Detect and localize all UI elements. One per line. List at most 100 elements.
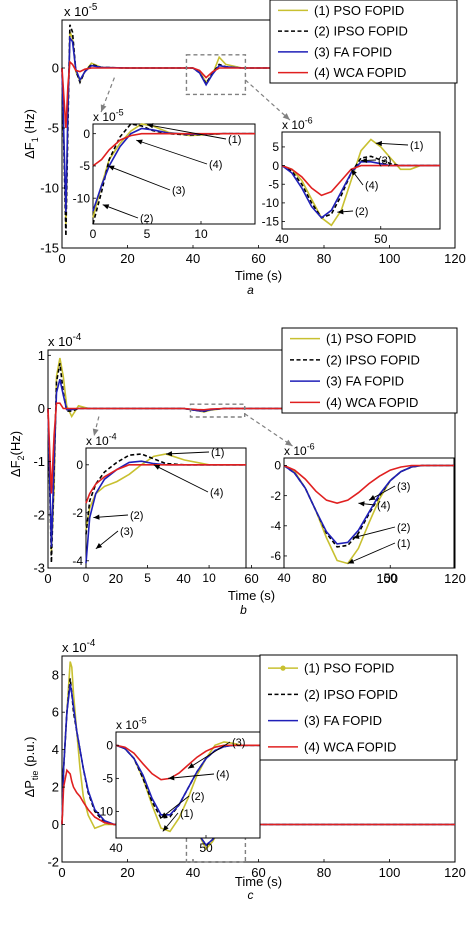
panel-a-inset-0-annotation-label: (2) — [140, 213, 153, 225]
panel-a-inset-0-xtick-label: 5 — [144, 227, 151, 241]
panel-c-legend-label-pso: (1) PSO FOPID — [304, 661, 394, 676]
panel-c-main-xtick-label: 0 — [58, 865, 65, 880]
panel-b-legend-box — [281, 327, 458, 414]
panel-b-inset-0-ytick-label: -4 — [72, 554, 83, 568]
panel-c-inset-0-annotation-arrow-head — [161, 812, 168, 819]
panel-a-inset-1-ytick-label: 5 — [272, 140, 279, 154]
panel-a-inset-1-xtick-label: 40 — [275, 232, 289, 246]
panel-b-inset-1-xtick-label: 50 — [384, 571, 398, 585]
panel-b-zoom-rect — [189, 403, 246, 418]
panel-b-caption: b — [240, 603, 247, 617]
panel-b-main-ytick-label: -2 — [33, 507, 45, 522]
panel-a-inset-0-series-wca-line — [92, 132, 255, 167]
panel-c-legend-marker — [280, 665, 286, 671]
panel-c-inset-0-annotation-arrow-line — [187, 741, 231, 769]
panel-a-inset-1-annotation-arrow-head — [361, 157, 368, 164]
panel-b-inset-0-exponent: x 10-4 — [86, 432, 117, 448]
panel-b-inset-1-series-wca-line — [283, 464, 454, 505]
panel-a-legend-label-fa: (3) FA FOPID — [314, 44, 392, 59]
panel-a-inset-1-series-wca-line — [281, 164, 440, 197]
panel-a-leader-arrowhead — [282, 113, 290, 120]
panel-c-main-ytick-label: 6 — [52, 705, 59, 720]
panel-b-inset-0-annotation-label: (3) — [120, 526, 133, 538]
panel-a-main-xtick-label: 60 — [251, 251, 265, 266]
panel-b-inset-1-annotation-arrow-head — [353, 533, 360, 539]
panel-b-inset-1-xtick-label: 40 — [277, 571, 291, 585]
panel-a-inset-1-ytick-label: 0 — [272, 159, 279, 173]
panel-a-zoom-rect — [185, 54, 247, 96]
panel-b-inset-0-annotation-arrow-head — [153, 464, 161, 470]
panel-b-leader-arrowhead — [92, 428, 99, 436]
panel-b-main-xtick-label: 100 — [376, 571, 398, 586]
panel-a-xlabel: Time (s) — [235, 268, 282, 283]
panel-c-legend-box — [259, 654, 458, 761]
panel-a-inset-0: 0 5 10-10-50x 10-5(1)(4)(3)(2) — [73, 108, 256, 241]
panel-b-inset-0-annotation-arrow-head — [95, 543, 103, 549]
panel-b-inset-1-annotation-arrow-line — [352, 526, 396, 539]
panel-c-inset-0-annotation-arrow-head — [162, 825, 169, 832]
panel-c-inset-0-xtick-label: 40 — [109, 841, 123, 855]
panel-a-inset-1-exponent: x 10-6 — [282, 116, 313, 132]
panel-b-inset-0: 0 5 10-4-20x 10-4(1)(4)(2)(3) — [72, 432, 247, 585]
panel-c-main-xtick-label: 20 — [120, 865, 134, 880]
panel-a-main-xtick-label: 120 — [444, 251, 466, 266]
panel-b-main-xtick-label: 40 — [176, 571, 190, 586]
panel-b-inset-0-annotation-arrow-line — [165, 451, 210, 455]
panel-a-inset-0-xtick-label: 10 — [194, 227, 208, 241]
panel-a-main-xtick-label: 100 — [379, 251, 401, 266]
panel-b-legend-label-wca: (4) WCA FOPID — [326, 395, 418, 410]
panel-c-legend-label-ipso: (2) IPSO FOPID — [304, 687, 398, 702]
panel-b-inset-0-annotation-label: (1) — [211, 447, 224, 459]
panel-b-inset-1-annotation-arrow-head — [347, 558, 355, 564]
panel-c-inset-0-annotation-arrow-head — [188, 763, 195, 769]
panel-a-inset-0-annotation-label: (1) — [228, 134, 241, 146]
panel-b-main-ytick-label: 0 — [38, 401, 45, 416]
panel-c-inset-0-ytick-label: -5 — [102, 772, 113, 786]
panel-a-inset-frame — [281, 131, 441, 230]
panel-b-main-exponent: x 10-4 — [48, 332, 82, 349]
panel-a-leader-arrowhead — [100, 104, 107, 112]
panel-a-inset-0-ytick-label: -5 — [79, 159, 90, 173]
panel-c-inset-0-annotation-label: (3) — [232, 737, 245, 749]
panel-a-leader-line — [244, 79, 291, 121]
panel-a-inset-0-annotation-label: (4) — [209, 159, 222, 171]
panel-a-inset-0-annotation-arrow-head — [147, 123, 154, 129]
panel-b-inset-1-exponent: x 10-6 — [284, 442, 315, 458]
panel-c-legend-label-fa: (3) FA FOPID — [304, 713, 382, 728]
panel-b-inset-1-annotation-label: (3) — [397, 481, 410, 493]
panel-c-inset-0-series-wca-line — [115, 744, 260, 781]
panel-b-inset-0-annotation-label: (4) — [210, 487, 223, 499]
panel-a-inset-0-annotation-arrow-head — [136, 139, 143, 145]
panel-a-main-xtick-label: 0 — [58, 251, 65, 266]
panel-c-legend-label-wca: (4) WCA FOPID — [304, 739, 396, 754]
panel-c-main-xtick-label: 60 — [251, 865, 265, 880]
panel-a-main-series-wca-line — [61, 60, 455, 129]
panel-b-inset-1-ytick-label: -6 — [270, 549, 281, 563]
panel-b-inset-1-annotation-arrow-head — [369, 495, 376, 501]
panel-c-inset-0-annotation-arrow-head — [168, 775, 175, 781]
panel-b-inset-1: 40 50 -6 -4 -2 0x 10-6 (3) (4) (2) (1) — [270, 442, 455, 585]
panel-c-inset-0-exponent: x 10-5 — [116, 716, 147, 732]
panel-a-inset-0-series-pso-line — [92, 123, 255, 218]
panel-a-inset-0-annotation-arrow-line — [107, 165, 171, 191]
panel-a-inset-0-xtick-label: 0 — [90, 227, 97, 241]
panel-c-main-xtick-label: 40 — [186, 865, 200, 880]
panel-b-inset-1-ytick-label: 0 — [274, 459, 281, 473]
panel-b-main-xtick-label: 120 — [444, 571, 466, 586]
panel-b-inset-0-xtick-label: 10 — [202, 571, 216, 585]
panel-a-inset-1-annotation-arrow-head — [337, 209, 344, 215]
panel-b-legend-label-fa: (3) FA FOPID — [326, 374, 404, 389]
panel-c-main-ytick-label: 4 — [52, 742, 59, 757]
panel-b-inset-0-ytick-label: -2 — [72, 506, 83, 520]
panel-a-main-ytick-label: 0 — [52, 61, 59, 76]
panel-a-inset-1-ytick-label: -5 — [268, 177, 279, 191]
panel-c-inset-0-annotation-label: (4) — [216, 769, 229, 781]
panel-b-inset-1-annotation-arrow-line — [347, 542, 396, 564]
panel-a-inset-0-ytick-label: -10 — [73, 191, 91, 205]
panel-b-main-xtick-label: 0 — [44, 571, 51, 586]
panel-b-inset-0-annotation-arrow-line — [153, 464, 209, 493]
panel-a-inset-0-annotation-arrow-line — [102, 204, 139, 219]
panel-b-main-xtick-label: 80 — [312, 571, 326, 586]
panel-c-inset-0-annotation-arrow-line — [168, 773, 215, 779]
panel-a-legend: (1) PSO FOPID (2) IPSO FOPID (3) FA FOPID (… — [269, 0, 458, 84]
